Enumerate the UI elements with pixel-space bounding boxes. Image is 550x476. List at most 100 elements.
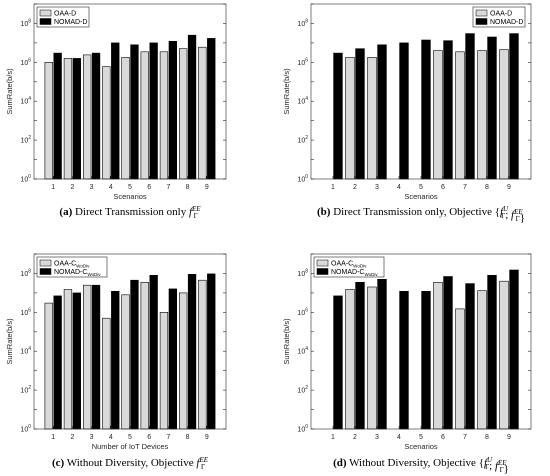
x-tick-label: 3 [90, 184, 94, 191]
legend-swatch [39, 9, 52, 17]
x-tick-label: 6 [441, 434, 445, 441]
chart-panel-2: 100 102 104 106 108 1 2 3 4 5 6 7 8 9 Scenarios SumRate… [282, 3, 532, 224]
x-tick-label: 4 [109, 434, 113, 441]
bar-nomad-c-3 [377, 278, 387, 430]
x-tick-label: 1 [331, 434, 335, 441]
bar-nomad-d-1 [333, 52, 343, 180]
y-tick-label: 102 [297, 135, 308, 145]
legend-swatch [39, 259, 52, 267]
x-tick-label: 1 [51, 434, 55, 441]
legend-entry: NOMAD-D [54, 19, 87, 26]
y-tick-label: 108 [20, 18, 31, 28]
legend-box [36, 256, 108, 278]
bar-oaa-d-3 [367, 57, 377, 180]
bar-nomad-c-8 [487, 274, 497, 430]
x-tick-label: 9 [507, 434, 511, 441]
bar-oaa-d-8 [477, 50, 487, 180]
x-tick-label: 5 [128, 434, 132, 441]
y-tick-label: 102 [20, 135, 31, 145]
x-axis-label: Number of IoT Devices [92, 442, 169, 451]
x-tick-label: 7 [463, 434, 467, 441]
bar-oaa-c-6 [140, 281, 149, 430]
x-tick-label: 3 [375, 184, 379, 191]
bar-oaa-c-9 [499, 280, 509, 430]
x-tick-label: 2 [70, 434, 74, 441]
x-tick-label: 8 [186, 184, 190, 191]
plot-frame [33, 253, 227, 430]
bar-nomad-d-6 [443, 40, 453, 180]
bar-nomad-c-5 [130, 279, 139, 430]
bar-oaa-d-9 [198, 46, 207, 180]
x-tick-label: 6 [147, 184, 151, 191]
bar-nomad-c-9 [509, 269, 519, 430]
bar-oaa-c-1 [44, 302, 53, 430]
bar-nomad-c-1 [53, 295, 62, 430]
bar-nomad-d-7 [465, 33, 475, 180]
bar-nomad-d-2 [355, 48, 365, 180]
bar-nomad-d-3 [91, 52, 101, 180]
bar-oaa-d-2 [63, 58, 73, 180]
bar-nomad-d-8 [487, 36, 497, 180]
y-tick-label: 106 [297, 57, 308, 67]
bar-oaa-d-5 [121, 57, 130, 180]
bar-nomad-d-5 [421, 39, 431, 180]
panel-caption: (d) Without Diversity, Objective {fU Γ; f… [333, 456, 509, 475]
x-tick-label: 5 [419, 434, 423, 441]
legend-entry: OAA-CWoDiv [54, 261, 90, 269]
bar-oaa-c-7 [159, 311, 169, 430]
bar-oaa-c-7 [455, 308, 465, 430]
y-tick-label: 108 [297, 18, 308, 28]
bar-oaa-c-8 [477, 290, 487, 430]
bar-nomad-c-7 [465, 283, 475, 430]
panel-caption: (c) Without Diversity, Objective fEE Γ [52, 456, 209, 471]
bar-nomad-d-9 [207, 38, 216, 180]
plot-frame [310, 3, 532, 180]
legend-entry: NOMAD-CWoDiv [54, 269, 101, 277]
x-tick-label: 2 [353, 434, 357, 441]
y-tick-label: 104 [20, 346, 31, 356]
bar-oaa-d-8 [179, 48, 188, 180]
bar-oaa-d-7 [455, 51, 465, 180]
x-tick-label: 3 [90, 434, 94, 441]
legend-box [313, 256, 385, 278]
y-tick-label: 106 [20, 57, 31, 67]
y-axis-label: SumRate(b/s) [5, 68, 14, 115]
bar-nomad-d-4 [399, 42, 409, 180]
bar-nomad-c-6 [443, 276, 453, 430]
x-tick-label: 5 [128, 184, 132, 191]
bar-nomad-c-4 [111, 290, 120, 430]
bar-oaa-c-9 [198, 279, 207, 430]
y-tick-label: 104 [297, 346, 308, 356]
y-tick-label: 106 [20, 307, 31, 317]
legend-entry: OAA-CWoDiv [331, 261, 367, 269]
x-tick-label: 9 [507, 184, 511, 191]
x-tick-label: 7 [463, 184, 467, 191]
bar-nomad-c-9 [207, 273, 216, 430]
bar-nomad-d-6 [149, 42, 158, 180]
chart-panel-1: 100 102 104 106 108 1 2 3 4 5 6 7 8 9 Scenarios SumRate… [5, 3, 227, 220]
legend-entry: OAA-D [490, 11, 512, 18]
bar-nomad-c-7 [168, 288, 177, 430]
x-tick-label: 7 [166, 184, 170, 191]
bar-nomad-d-2 [72, 58, 81, 180]
panel-caption: (a) Direct Transmission only fEE Γ [59, 205, 201, 220]
bar-nomad-c-3 [91, 284, 101, 430]
x-tick-label: 7 [166, 434, 170, 441]
bar-nomad-d-8 [187, 34, 197, 180]
y-axis-label: SumRate(b/s) [282, 68, 291, 115]
x-axis-label: Scenarios [404, 442, 438, 451]
bar-nomad-d-9 [509, 33, 519, 180]
bar-oaa-d-9 [499, 49, 509, 180]
x-tick-label: 4 [109, 184, 113, 191]
x-tick-label: 4 [397, 184, 401, 191]
legend-swatch [39, 268, 52, 275]
y-tick-label: 104 [297, 96, 308, 106]
y-axis-label: SumRate(b/s) [282, 318, 291, 365]
y-tick-label: 100 [20, 174, 31, 184]
x-tick-label: 8 [485, 184, 489, 191]
bar-oaa-d-3 [83, 54, 92, 180]
x-tick-label: 8 [485, 434, 489, 441]
x-tick-label: 6 [147, 434, 151, 441]
